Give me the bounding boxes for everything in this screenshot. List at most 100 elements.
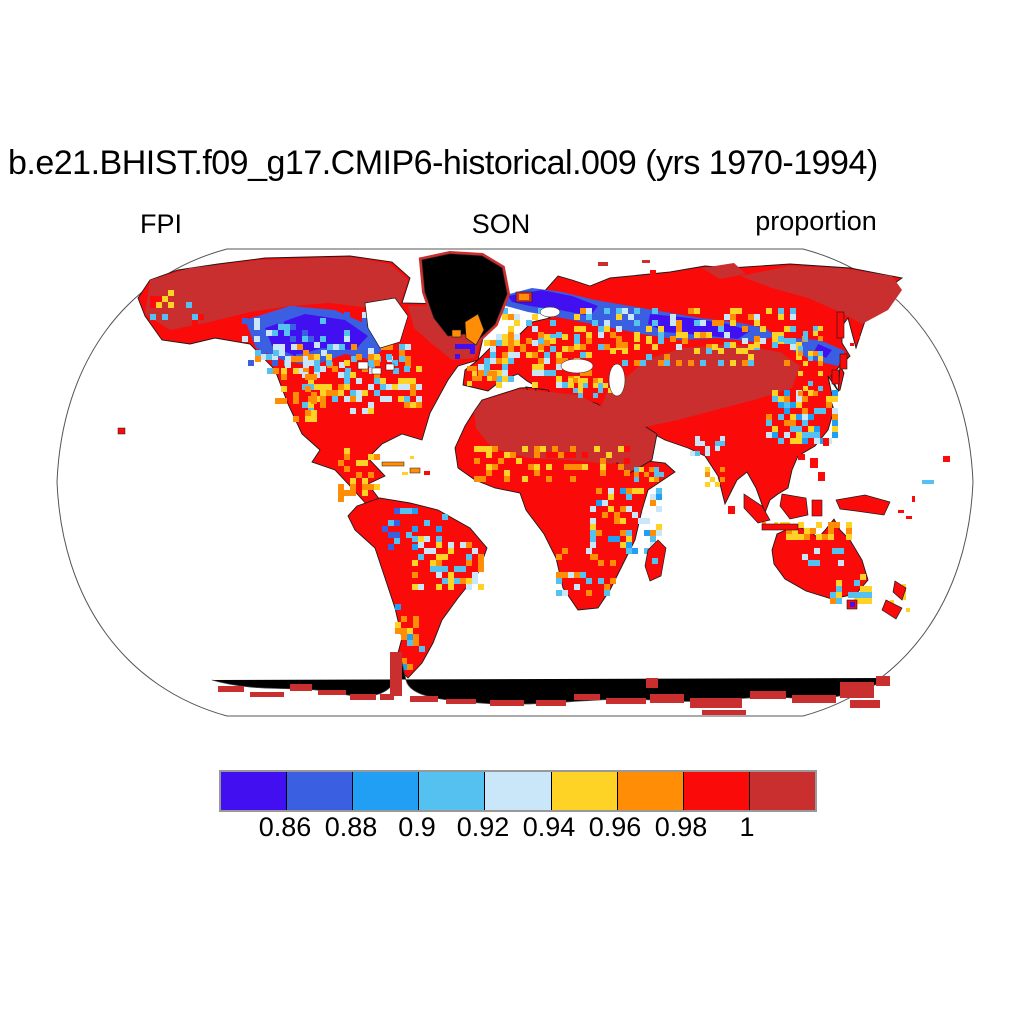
speckle-east-africa (608, 488, 614, 494)
speckle-sahel (618, 446, 624, 452)
speckle-ne-china (803, 331, 808, 336)
speckle-sahel (570, 464, 576, 470)
speckle-us-central (416, 402, 422, 408)
speckle-canada-fringe (278, 324, 284, 330)
speckle-china-east (808, 426, 814, 432)
speckle-horn-of-africa (654, 472, 659, 477)
speckle-siberia-band-fringe (778, 332, 784, 338)
speckle-siberia-band-fringe (580, 344, 586, 350)
speckle-china-east (826, 402, 832, 408)
speckle-us-central (398, 384, 404, 390)
speckle-ne-china (818, 336, 823, 341)
speckle-australia-centre (802, 554, 808, 560)
speckle-sahel (564, 452, 570, 458)
speckle-brazil-cerrado (460, 542, 466, 548)
speckle-brazil-cerrado (478, 584, 484, 590)
speckle-brazil-cerrado (448, 542, 454, 548)
speckle-brazil-cerrado (454, 578, 460, 584)
speckle-newfoundland-blue (455, 344, 460, 349)
speckle-southern-africa (586, 578, 592, 584)
speckle-siberia-band-fringe (700, 332, 706, 338)
speckle-siberia-mid (718, 348, 724, 354)
speckle-siberia-band-fringe (670, 314, 676, 320)
antarctic-ice-patch (850, 700, 880, 708)
franz-josef (642, 260, 650, 263)
speckle-china-east (772, 390, 778, 396)
speckle-east-africa (620, 506, 626, 512)
speckle-europe (532, 382, 538, 388)
colorbar-tick: 0.92 (456, 812, 510, 842)
speckle-india-nw (715, 441, 720, 446)
speckle-amazon-nw (388, 532, 394, 538)
speckle-us-transition-ring (405, 362, 411, 368)
speckle-siberia-band-fringe (616, 314, 622, 320)
speckle-china-east (796, 432, 802, 438)
speckle-brazil-cerrado (418, 542, 424, 548)
speckle-australia-se (830, 598, 836, 604)
speckle-us-central (374, 372, 380, 378)
speckle-ne-china (808, 351, 813, 356)
speckle-us-central (362, 408, 368, 414)
speckle-siberia-band-fringe (652, 308, 658, 314)
speckle-mexico (356, 460, 362, 466)
speckle-siberia-band-fringe (574, 344, 580, 350)
speckle-sahel (474, 476, 480, 482)
speckle-sahel (498, 458, 504, 464)
speckle-newfoundland-blue (470, 344, 475, 349)
speckle-siberia-band-fringe (694, 332, 700, 338)
speckle-alaska-mix (156, 302, 162, 308)
colorbar-cell-pale (484, 772, 551, 810)
speckle-ne-china (798, 371, 803, 376)
speckle-turkey (593, 393, 598, 398)
speckle-china-east (814, 408, 820, 414)
speckle-canada-fringe (362, 318, 368, 324)
speckle-east-africa (650, 494, 656, 500)
speckle-iberia (472, 366, 477, 371)
speckle-china-east (832, 408, 838, 414)
map-panel (50, 248, 974, 717)
speckle-siberia-band-fringe (790, 326, 796, 332)
speckle-us-central (386, 384, 392, 390)
speckle-brazil-cerrado (442, 566, 448, 572)
speckle-siberia-mid (772, 342, 778, 348)
speckle-us-central (416, 384, 422, 390)
speckle-australia-north (798, 522, 804, 528)
speckle-australia-north (792, 528, 798, 534)
colorbar-cell-red (682, 772, 749, 810)
speckle-europe (562, 334, 568, 340)
speckle-us-transition-ring (285, 362, 291, 368)
speckle-newfoundland-blue (460, 344, 465, 349)
speckle-siberia-band-fringe (586, 308, 592, 314)
speckle-southern-africa (610, 578, 616, 584)
speckle-mexico (362, 460, 368, 466)
speckle-mexico (368, 472, 374, 478)
speckle-east-africa (590, 524, 596, 530)
speckle-siberia-band-fringe (574, 326, 580, 332)
speckle-sahel (576, 464, 582, 470)
speckle-siberia-mid (706, 348, 712, 354)
speckle-nz-specks (902, 596, 906, 600)
speckle-southern-africa (556, 572, 562, 578)
speckle-us-central (410, 378, 416, 384)
speckle-us-central (380, 384, 386, 390)
speckle-us-central (332, 366, 338, 372)
speckle-east-africa (638, 518, 644, 524)
speckle-australia-se (836, 592, 842, 598)
speckle-canada-fringe (260, 348, 266, 354)
speckle-siberia-band-fringe (514, 314, 520, 320)
speckle-patagonia (401, 616, 407, 622)
speckle-brazil-cerrado (472, 572, 478, 578)
speckle-europe (508, 340, 514, 346)
speckle-siberia-mid (634, 360, 640, 366)
speckle-us-transition-ring (303, 350, 309, 356)
speckle-australia-centre (838, 548, 844, 554)
speckle-sahel (606, 452, 612, 458)
speckle-canada-fringe (242, 336, 248, 342)
speckle-turkey (608, 388, 613, 393)
speckle-europe (502, 364, 508, 370)
speckle-sahel (522, 446, 528, 452)
speckle-india-nw (705, 446, 710, 451)
colorbar-tick: 1 (739, 812, 755, 842)
iceland-inner (519, 294, 529, 300)
speckle-china-east (790, 426, 796, 432)
